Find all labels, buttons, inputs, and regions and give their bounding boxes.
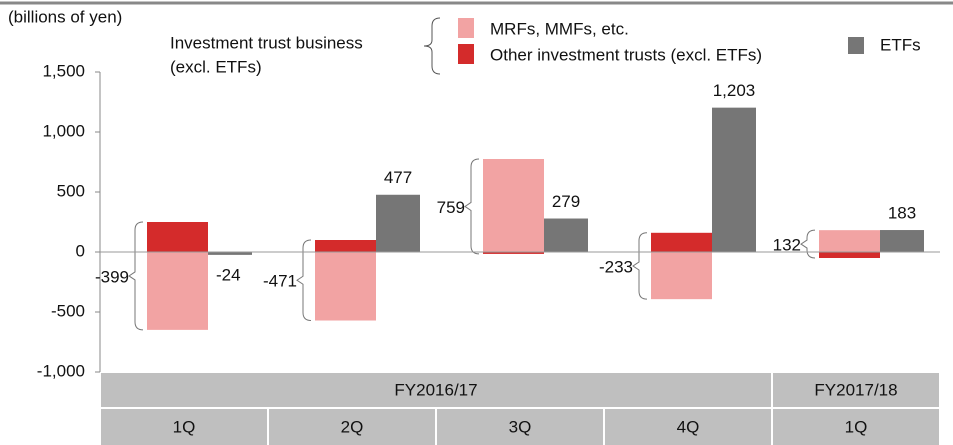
y-tick-label: -1,000 xyxy=(37,361,85,380)
data-label: 183 xyxy=(888,204,916,223)
unit-label: (billions of yen) xyxy=(8,7,122,26)
data-label: -24 xyxy=(216,265,241,284)
x-tick-label: 4Q xyxy=(677,417,700,436)
period-cell xyxy=(269,409,435,445)
x-tick-label: 1Q xyxy=(845,417,868,436)
bar xyxy=(315,252,376,321)
y-tick-label: 0 xyxy=(76,241,85,260)
bar xyxy=(819,230,880,252)
bar xyxy=(483,159,544,252)
net-label: -399 xyxy=(95,267,129,286)
period-cell xyxy=(773,409,939,445)
fiscal-year-cell xyxy=(773,373,939,407)
bar xyxy=(147,222,208,252)
legend-swatch xyxy=(458,18,474,38)
fiscal-year-label: FY2016/17 xyxy=(394,380,477,399)
y-tick-label: 1,000 xyxy=(42,121,85,140)
legend-label: Other investment trusts (excl. ETFs) xyxy=(490,45,762,64)
bar xyxy=(483,252,544,254)
net-brace xyxy=(128,221,144,331)
y-tick-label: -500 xyxy=(51,301,85,320)
net-label: 759 xyxy=(437,198,465,217)
x-tick-label: 1Q xyxy=(173,417,196,436)
data-label: 477 xyxy=(384,168,412,187)
group-label: (excl. ETFs) xyxy=(170,57,262,76)
net-brace xyxy=(800,229,816,259)
net-label: 132 xyxy=(773,236,801,255)
net-brace xyxy=(464,158,480,255)
bar xyxy=(376,194,420,252)
legend-swatch xyxy=(458,44,474,64)
legend-swatch xyxy=(848,37,864,54)
net-label: -471 xyxy=(263,272,297,291)
legend-label: MRFs, MMFs, etc. xyxy=(490,19,629,38)
x-tick-label: 2Q xyxy=(341,417,364,436)
bar xyxy=(651,232,712,252)
period-cell xyxy=(101,409,267,445)
net-brace xyxy=(296,239,312,322)
net-label: -233 xyxy=(599,257,633,276)
fiscal-year-label: FY2017/18 xyxy=(814,380,897,399)
bar xyxy=(315,240,376,252)
fiscal-year-cell xyxy=(101,373,771,407)
period-cell xyxy=(437,409,603,445)
bar xyxy=(208,252,252,255)
bar xyxy=(819,252,880,258)
y-tick-label: 500 xyxy=(57,181,85,200)
bar xyxy=(712,107,756,252)
bar xyxy=(880,230,924,252)
bar xyxy=(147,252,208,330)
group-label: Investment trust business xyxy=(170,33,363,52)
x-tick-label: 3Q xyxy=(509,417,532,436)
bar xyxy=(544,218,588,252)
bar xyxy=(651,252,712,300)
net-brace xyxy=(632,232,648,300)
period-cell xyxy=(605,409,771,445)
data-label: 279 xyxy=(552,192,580,211)
y-tick-label: 1,500 xyxy=(42,61,85,80)
legend-brace xyxy=(423,17,441,75)
data-label: 1,203 xyxy=(713,81,756,100)
legend-label: ETFs xyxy=(880,35,921,54)
